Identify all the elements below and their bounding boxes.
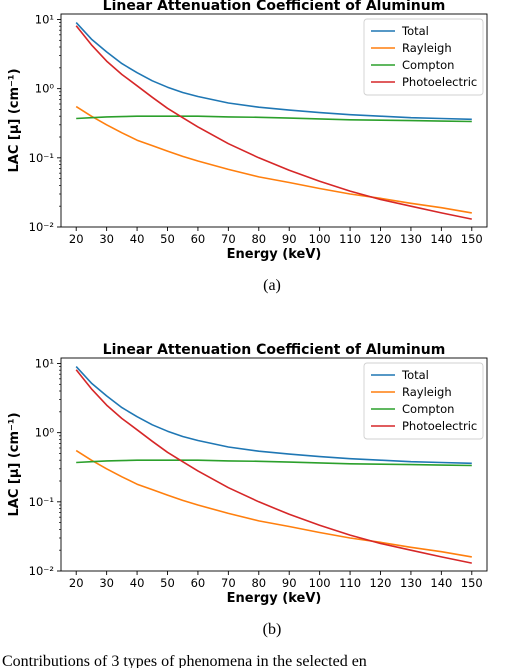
legend-label-total: Total (401, 368, 429, 382)
x-tick-label: 50 (160, 576, 175, 590)
x-tick-label: 110 (339, 576, 361, 590)
x-tick-label: 80 (251, 576, 266, 590)
y-tick-label: 10⁻¹ (29, 151, 54, 165)
x-axis-label: Energy (keV) (227, 591, 322, 606)
panel-label-a: (a) (263, 277, 281, 294)
x-tick-label: 140 (430, 576, 452, 590)
series-line-rayleigh (75, 449, 472, 558)
x-axis-label: Energy (keV) (227, 247, 322, 262)
x-tick-label: 40 (130, 232, 145, 246)
x-tick-label: 90 (282, 576, 297, 590)
x-tick-label: 70 (221, 232, 236, 246)
chart-title: Linear Attenuation Coefficient of Alumin… (103, 0, 446, 14)
legend-label-photoelectric: Photoelectric (402, 419, 477, 433)
y-tick-label: 10⁰ (35, 82, 55, 96)
plot-frame (60, 357, 488, 572)
legend-label-rayleigh: Rayleigh (402, 385, 452, 399)
chart-title: Linear Attenuation Coefficient of Alumin… (103, 342, 446, 358)
chart-panel-a: Linear Attenuation Coefficient of Alumin… (7, 0, 488, 262)
plot-frame (60, 13, 488, 228)
x-tick-label: 150 (461, 232, 483, 246)
x-tick-label: 150 (461, 576, 483, 590)
legend-label-compton: Compton (402, 402, 454, 416)
x-tick-label: 140 (430, 232, 452, 246)
x-tick-label: 90 (282, 232, 297, 246)
legend-label-compton: Compton (402, 58, 454, 72)
legend-label-total: Total (401, 24, 429, 38)
x-tick-label: 100 (309, 576, 331, 590)
x-tick-label: 110 (339, 232, 361, 246)
x-tick-label: 130 (400, 232, 422, 246)
y-axis-label: LAC [μ] (cm⁻¹) (7, 68, 22, 172)
y-tick-label: 10⁰ (35, 426, 55, 440)
legend-label-rayleigh: Rayleigh (402, 41, 452, 55)
series-line-total (75, 366, 472, 465)
x-tick-label: 50 (160, 232, 175, 246)
legend-box (363, 18, 484, 96)
x-tick-label: 60 (191, 576, 206, 590)
x-tick-label: 100 (309, 232, 331, 246)
legend-box (363, 362, 484, 440)
chart-panel-b: Linear Attenuation Coefficient of Alumin… (7, 342, 488, 606)
x-tick-label: 40 (130, 576, 145, 590)
x-tick-label: 60 (191, 232, 206, 246)
y-tick-label: 10¹ (35, 356, 54, 370)
y-tick-label: 10¹ (35, 12, 54, 26)
x-tick-label: 30 (99, 232, 114, 246)
y-tick-label: 10⁻¹ (29, 495, 54, 509)
series-line-photoelectric (75, 25, 472, 220)
series-line-compton (76, 115, 472, 123)
x-tick-label: 120 (370, 232, 392, 246)
figure-caption: Contributions of 3 types of phenomena in… (2, 653, 367, 668)
y-axis-label: LAC [μ] (cm⁻¹) (7, 412, 22, 516)
series-line-rayleigh (75, 105, 472, 214)
series-line-photoelectric (75, 369, 472, 564)
y-tick-label: 10⁻² (29, 220, 54, 234)
panel-label-b: (b) (263, 621, 282, 638)
x-tick-label: 20 (69, 576, 84, 590)
x-tick-label: 80 (251, 232, 266, 246)
legend-label-photoelectric: Photoelectric (402, 75, 477, 89)
y-tick-label: 10⁻² (29, 564, 54, 578)
legend: Total Rayleigh Compton Photoelectric (363, 18, 484, 96)
x-tick-label: 130 (400, 576, 422, 590)
x-tick-label: 120 (370, 576, 392, 590)
series-line-total (75, 22, 472, 121)
x-tick-label: 30 (99, 576, 114, 590)
x-tick-label: 70 (221, 576, 236, 590)
series-line-compton (76, 459, 472, 467)
legend: Total Rayleigh Compton Photoelectric (363, 362, 484, 440)
x-tick-label: 20 (69, 232, 84, 246)
